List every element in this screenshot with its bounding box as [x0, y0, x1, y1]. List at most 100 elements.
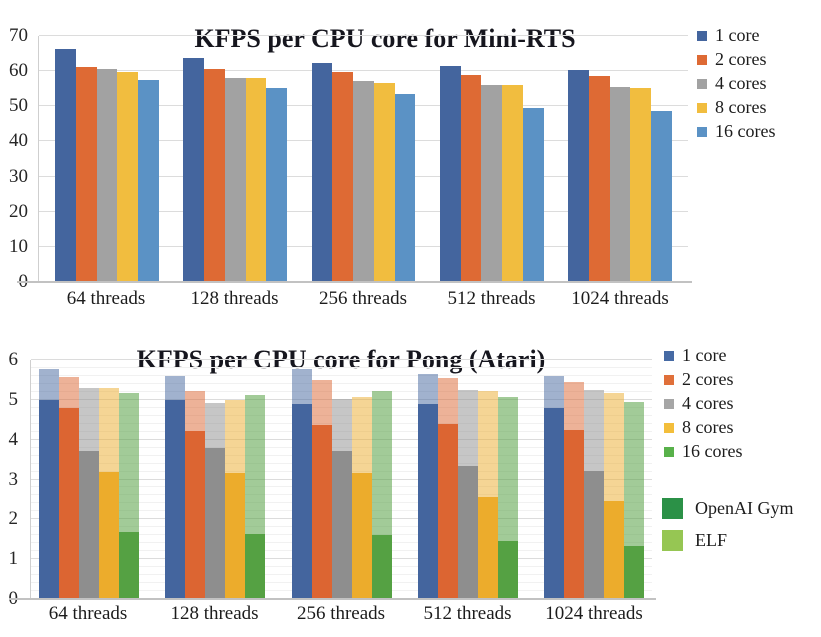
bar-slot-4-cores: [224, 36, 246, 282]
y-tick-label: 6: [8, 349, 19, 370]
bar-openai-gym-1-core: [291, 404, 312, 599]
y-tick-label: 20: [9, 200, 28, 222]
bar-slot-1-core: [39, 360, 59, 599]
legend-swatch-2-cores: [697, 54, 707, 65]
legend-swatch-8-cores: [664, 422, 674, 433]
legend-label-16-cores: 16 cores: [682, 441, 743, 461]
bar-openai-gym-8-cores: [99, 472, 119, 599]
legend-item-8-cores: 8 cores: [697, 98, 775, 117]
bar-4-cores: [96, 69, 118, 282]
bar-group-512-threads: [439, 36, 544, 282]
bar-slot-2-cores: [460, 36, 482, 282]
category-label-512-threads: 512 threads: [447, 288, 536, 309]
bar-slot-8-cores: [351, 360, 372, 599]
bar-slot-4-cores: [584, 360, 604, 599]
bar-slot-2-cores: [59, 360, 79, 599]
bar-openai-gym-8-cores: [477, 497, 498, 599]
legend-swatch-4-cores: [664, 398, 674, 409]
bar-4-cores: [609, 86, 631, 282]
bar-openai-gym-2-cores: [564, 429, 584, 599]
bar-slot-2-cores: [564, 360, 584, 599]
legend-swatch-8-cores: [697, 102, 707, 113]
minor-gridline: [31, 382, 652, 384]
legend-item-16-cores: 16 cores: [697, 122, 775, 141]
pong-plot-area: [9, 359, 656, 600]
bar-openai-gym-2-cores: [185, 431, 206, 599]
y-tick-label: 30: [9, 165, 28, 187]
legend-item-2-cores: 2 cores: [697, 50, 775, 69]
legend-label-openai-gym: OpenAI Gym: [695, 498, 794, 518]
mini-rts-y-axis: 706050403020100: [0, 26, 30, 292]
bar-slot-16-cores: [119, 360, 139, 599]
category-label-64-threads: 64 threads: [66, 288, 146, 309]
bar-openai-gym-4-cores: [205, 447, 226, 599]
category-label-1024-threads: 1024 threads: [571, 288, 669, 309]
bar-group-1024-threads: [544, 360, 644, 599]
pong-category-labels: 64 threads 128 threads 256 threads 512 thre…: [30, 603, 652, 625]
bar-openai-gym-2-cores: [59, 407, 79, 599]
major-gridline: [31, 359, 652, 360]
category-label-128-threads: 128 threads: [190, 288, 279, 309]
bar-slot-1-core: [439, 36, 461, 282]
bar-openai-gym-4-cores: [457, 466, 478, 599]
legend-item-1-core: 1 core: [664, 346, 742, 365]
bar-slot-16-cores: [497, 360, 518, 599]
legend-item-8-cores: 8 cores: [664, 418, 742, 437]
y-tick-label: 3: [8, 468, 19, 490]
pong-x-axis-line: [9, 598, 656, 600]
category-label-512-threads: 512 threads: [423, 603, 512, 624]
bar-slot-4-cores: [331, 360, 352, 599]
bar-slot-8-cores: [225, 360, 246, 599]
bar-slot-2-cores: [332, 36, 354, 282]
legend-item-4-cores: 4 cores: [664, 394, 742, 413]
bar-slot-1-core: [311, 36, 333, 282]
bar-slot-8-cores: [245, 36, 267, 282]
minor-gridline: [31, 366, 652, 368]
category-label-256-threads: 256 threads: [296, 603, 386, 624]
mini-rts-x-axis-line: [17, 281, 692, 283]
bar-16-cores: [522, 108, 544, 282]
bar-slot-1-core: [568, 36, 589, 282]
bar-slot-2-cores: [588, 36, 610, 282]
bar-openai-gym-2-cores: [311, 424, 332, 599]
y-tick-label: 4: [8, 428, 19, 450]
y-tick-label: 60: [9, 60, 28, 82]
legend-label-8-cores: 8 cores: [682, 417, 734, 437]
bar-openai-gym-1-core: [544, 408, 564, 599]
minor-gridline: [31, 390, 652, 392]
legend-swatch-4-cores: [697, 78, 707, 89]
bar-slot-2-cores: [437, 360, 458, 599]
bar-openai-gym-8-cores: [604, 501, 624, 599]
y-tick-label: 1: [8, 548, 19, 570]
bar-slot-16-cores: [371, 360, 392, 599]
bar-slot-8-cores: [502, 36, 523, 282]
bar-slot-16-cores: [266, 36, 288, 282]
bar-openai-gym-1-core: [165, 399, 186, 599]
category-label-64-threads: 64 threads: [48, 603, 128, 624]
legend-item-openai-gym: OpenAI Gym: [662, 498, 793, 519]
bar-slot-16-cores: [624, 360, 644, 599]
bar-slot-16-cores: [245, 360, 266, 599]
legend-label-16-cores: 16 cores: [715, 121, 776, 141]
bar-slot-2-cores: [185, 360, 206, 599]
bar-4-cores: [224, 77, 246, 282]
bar-group-64-threads: [39, 360, 139, 599]
category-label-128-threads: 128 threads: [170, 603, 259, 624]
bar-slot-4-cores: [481, 36, 503, 282]
bar-1-core: [183, 58, 205, 282]
bar-slot-1-core: [165, 360, 186, 599]
bar-slot-4-cores: [79, 360, 99, 599]
bar-group-128-threads: [183, 36, 288, 282]
bar-slot-1-core: [183, 36, 205, 282]
legend-swatch-1-core: [697, 30, 707, 41]
bar-slot-8-cores: [630, 36, 652, 282]
bar-8-cores: [245, 77, 267, 282]
legend-swatch-1-core: [664, 350, 674, 361]
mini-rts-chart: KFPS per CPU core for Mini-RTS 70 60 50 40 3…: [0, 24, 775, 309]
bar-slot-2-cores: [204, 36, 225, 282]
legend-label-2-cores: 2 cores: [715, 49, 767, 69]
bar-slot-1-core: [417, 360, 438, 599]
bar-openai-gym-1-core: [417, 404, 438, 599]
bar-slot-16-cores: [138, 36, 159, 282]
